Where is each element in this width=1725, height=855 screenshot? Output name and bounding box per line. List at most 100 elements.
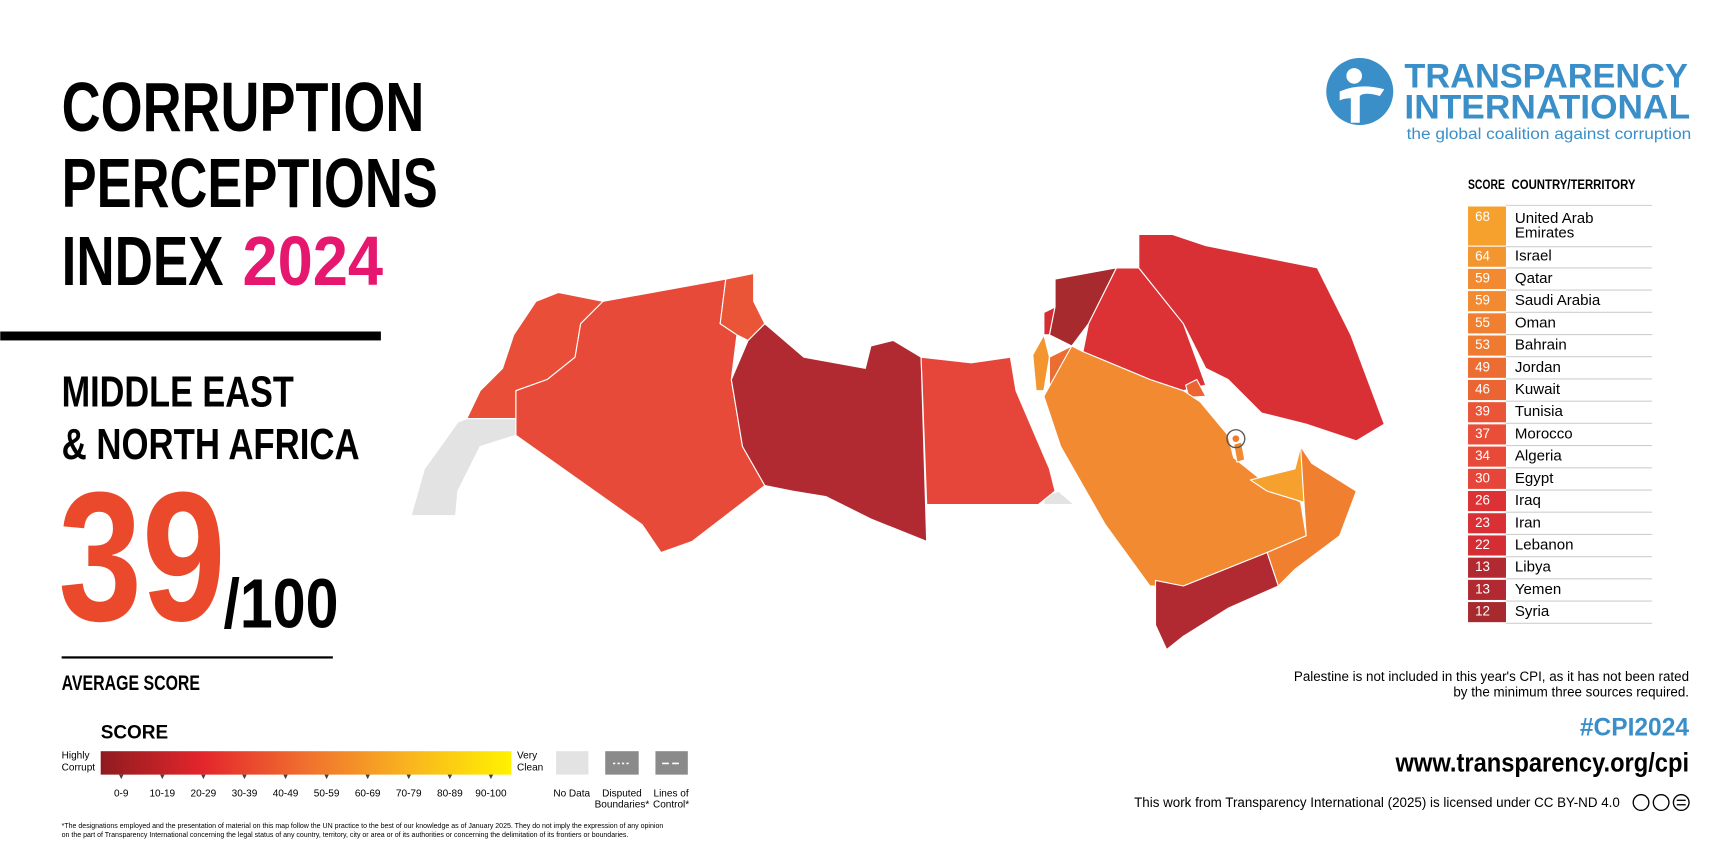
score: 26 bbox=[1475, 493, 1490, 508]
average-score: 39 bbox=[58, 454, 225, 660]
country: Morocco bbox=[1515, 425, 1573, 442]
score-cell bbox=[1468, 335, 1506, 356]
color-scale bbox=[100, 751, 512, 775]
score-cell bbox=[1468, 602, 1506, 623]
country: Tunisia bbox=[1515, 403, 1564, 420]
country: Kuwait bbox=[1515, 381, 1561, 398]
url[interactable]: www.transparency.org/cpi bbox=[1395, 748, 1689, 778]
country-shape bbox=[920, 356, 1056, 506]
palestine-note: by the minimum three sources required. bbox=[1453, 685, 1689, 700]
legend-tick bbox=[242, 774, 247, 780]
logo-tagline: the global coalition against corruption bbox=[1407, 126, 1692, 143]
legend-label: Control* bbox=[653, 799, 689, 810]
legend-tick bbox=[283, 774, 288, 780]
score: 22 bbox=[1475, 537, 1490, 552]
nd-icon bbox=[1672, 794, 1690, 812]
score-cell bbox=[1468, 468, 1506, 489]
score-cell bbox=[1468, 291, 1506, 312]
legend: SCORE Highly Corrupt Very Clean No Data … bbox=[62, 722, 690, 810]
divider bbox=[0, 331, 381, 341]
legend-range: 60-69 bbox=[355, 788, 381, 799]
legend-tick bbox=[324, 774, 329, 780]
license-icons bbox=[1632, 794, 1690, 812]
country-shape bbox=[1032, 334, 1051, 392]
average-out-of: /100 bbox=[223, 565, 338, 643]
legend-range: 90-100 bbox=[475, 788, 507, 799]
legend-title: SCORE bbox=[101, 722, 168, 743]
score-cell bbox=[1468, 206, 1506, 246]
legend-low: Highly bbox=[62, 750, 90, 761]
score-cell bbox=[1468, 535, 1506, 556]
table-header: SCORE bbox=[1468, 177, 1505, 192]
score: 59 bbox=[1475, 293, 1490, 308]
legend-label: Boundaries* bbox=[595, 799, 650, 810]
score: 53 bbox=[1475, 337, 1490, 352]
legend-range: 10-19 bbox=[149, 788, 175, 799]
country: Israel bbox=[1515, 248, 1552, 265]
score: 64 bbox=[1475, 248, 1490, 263]
region: MIDDLE EAST bbox=[62, 369, 294, 417]
title-block: CORRUPTION PERCEPTIONS INDEX 2024 MIDDLE… bbox=[0, 68, 438, 695]
score: 39 bbox=[1475, 404, 1490, 419]
score: 34 bbox=[1475, 448, 1490, 463]
country: Saudi Arabia bbox=[1515, 292, 1601, 309]
score-cell bbox=[1468, 268, 1506, 289]
country: Oman bbox=[1515, 314, 1556, 331]
title-line: PERCEPTIONS bbox=[62, 144, 438, 222]
legend-label: No Data bbox=[553, 788, 590, 799]
map bbox=[410, 233, 1385, 651]
country: Lebanon bbox=[1515, 536, 1574, 553]
score: 59 bbox=[1475, 270, 1490, 285]
country-shape bbox=[1138, 233, 1385, 442]
country: Qatar bbox=[1515, 270, 1553, 287]
score-cell bbox=[1468, 446, 1506, 467]
score-table: SCORE COUNTRY/TERRITORY 68 United Arab Emi… bbox=[1468, 177, 1653, 624]
country: Algeria bbox=[1515, 448, 1562, 465]
score: 23 bbox=[1475, 515, 1490, 530]
title-line: INDEX bbox=[62, 222, 224, 300]
score: 13 bbox=[1475, 559, 1490, 574]
legend-high: Very bbox=[517, 750, 537, 761]
country-shape bbox=[1232, 435, 1240, 443]
hashtag: #CPI2024 bbox=[1580, 714, 1690, 741]
legend-label: Disputed bbox=[602, 788, 642, 799]
score-cell bbox=[1468, 246, 1506, 267]
country: Libya bbox=[1515, 559, 1552, 576]
no-data-region bbox=[410, 418, 517, 517]
country: Yemen bbox=[1515, 581, 1561, 598]
palestine-note: Palestine is not included in this year's… bbox=[1294, 669, 1689, 684]
legend-tick bbox=[119, 774, 124, 780]
score-cell bbox=[1468, 402, 1506, 423]
legend-tick bbox=[160, 774, 165, 780]
score-cell bbox=[1468, 557, 1506, 578]
country: United Arab Emirates bbox=[1515, 210, 1594, 242]
legend-range: 80-89 bbox=[437, 788, 463, 799]
country: Bahrain bbox=[1515, 337, 1567, 354]
logo-head bbox=[1346, 68, 1362, 84]
legend-tick bbox=[406, 774, 412, 780]
logo-text: INTERNATIONAL bbox=[1404, 89, 1690, 127]
legend-tick bbox=[365, 774, 370, 780]
legend-tick bbox=[447, 774, 453, 780]
legend-range: 50-59 bbox=[314, 788, 340, 799]
legend-range: 30-39 bbox=[232, 788, 258, 799]
score: 68 bbox=[1475, 209, 1490, 224]
table-header: COUNTRY/TERRITORY bbox=[1512, 177, 1636, 192]
score-cell bbox=[1468, 357, 1506, 378]
country-shape bbox=[1043, 345, 1307, 587]
cc-icon bbox=[1632, 794, 1650, 812]
country: Syria bbox=[1515, 603, 1550, 620]
score: 12 bbox=[1475, 604, 1490, 619]
score-cell bbox=[1468, 513, 1506, 534]
legend-tick bbox=[488, 774, 494, 780]
score-cell bbox=[1468, 424, 1506, 445]
country-shape bbox=[1266, 445, 1357, 587]
country: Egypt bbox=[1515, 470, 1554, 487]
score-cell bbox=[1468, 379, 1506, 401]
logo-text: TRANSPARENCY bbox=[1404, 57, 1688, 95]
footnote: on the part of Transparency Internationa… bbox=[62, 832, 629, 839]
bahrain-marker bbox=[1226, 429, 1246, 449]
title-year: 2024 bbox=[242, 222, 383, 300]
